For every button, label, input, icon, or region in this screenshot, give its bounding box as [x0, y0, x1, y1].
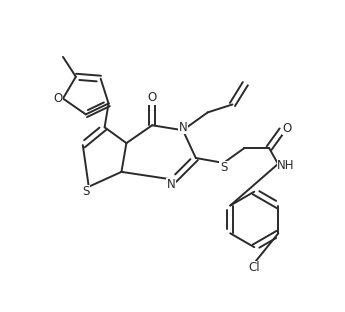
Text: N: N [178, 121, 187, 134]
Text: S: S [82, 185, 89, 198]
Text: O: O [53, 92, 63, 105]
Text: Cl: Cl [248, 261, 260, 275]
Text: NH: NH [277, 159, 295, 173]
Text: N: N [167, 178, 175, 191]
Text: O: O [148, 91, 157, 104]
Text: O: O [282, 122, 292, 135]
Text: S: S [220, 161, 227, 174]
